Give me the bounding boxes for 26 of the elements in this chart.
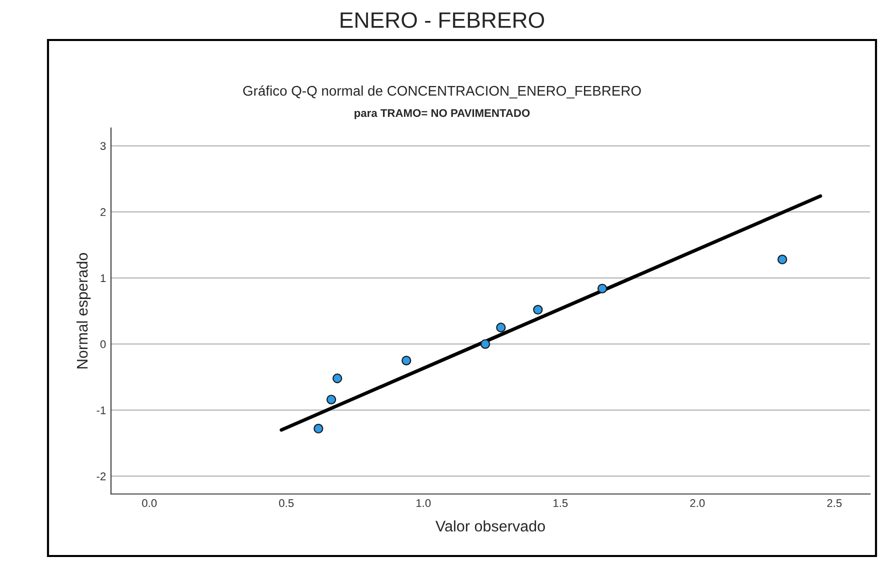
y-axis-title: Normal esperado <box>76 253 91 368</box>
x-axis-title: Valor observado <box>436 520 545 532</box>
y-tick-label: 3 <box>100 142 106 150</box>
point <box>533 304 543 315</box>
x-tick-label: 1.0 <box>416 499 431 508</box>
y-tick-label: 0 <box>100 340 106 348</box>
x-tick-label: 2.0 <box>690 499 705 508</box>
point <box>314 424 324 434</box>
x-tick-label: 2.5 <box>827 499 842 508</box>
y-tick-label: 1 <box>100 274 106 282</box>
x-tick-label: 0.0 <box>142 499 157 508</box>
point <box>332 374 342 384</box>
text: ENERO - FEBRERO <box>340 12 544 28</box>
y-tick-label: 2 <box>100 208 106 216</box>
point <box>326 394 336 404</box>
point <box>496 322 506 332</box>
x-tick-label: 0.5 <box>279 499 294 508</box>
y-tick-label: -2 <box>96 472 106 480</box>
y-tick-label: -1 <box>96 406 106 414</box>
point <box>402 356 412 366</box>
point <box>777 254 788 264</box>
x-tick-label: 1.5 <box>553 499 568 508</box>
point <box>597 284 608 294</box>
chart-subtitle: para TRAMO= NO PAVIMENTADO <box>354 109 530 120</box>
chart-title: Gráfico Q-Q normal de CONCENTRACION_ENERO_FEBRERO <box>243 85 641 98</box>
point <box>480 339 490 349</box>
